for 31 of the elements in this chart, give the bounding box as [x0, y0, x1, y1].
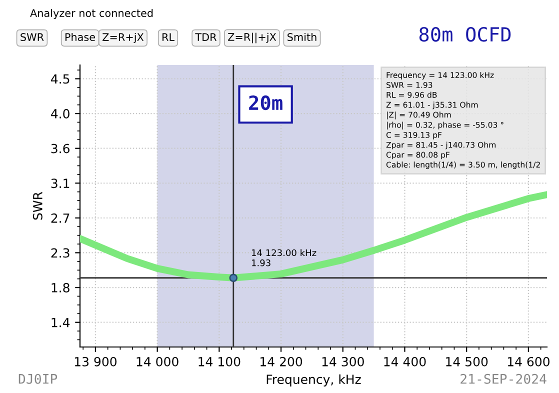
- band-label: 20m: [249, 95, 282, 110]
- text: Z=R||+jX: [228, 32, 276, 44]
- text: Analyzer not connected: [30, 8, 153, 20]
- y-tick-label: 1.8: [52, 283, 70, 292]
- text: SWR: [20, 33, 44, 42]
- annotation: 14 123.00 kHz 1.93: [252, 249, 316, 266]
- y-tick-label: 4.5: [51, 74, 70, 84]
- y-axis-title: SWR: [32, 192, 42, 220]
- x-tick-label: 14 100: [198, 356, 240, 366]
- x-tick-label: 13 900: [74, 356, 116, 366]
- text: 21-SEP-2024: [460, 374, 546, 384]
- text: DJ0IP: [18, 374, 58, 384]
- text: TDR: [195, 33, 217, 41]
- y-tick-label: 2.3: [51, 248, 70, 258]
- x-axis-title: Frequency, kHz: [266, 374, 361, 386]
- y-tick-label: 4.0: [51, 109, 70, 118]
- x-tick-label: 14 000: [136, 356, 178, 366]
- text: Phase: [65, 32, 95, 42]
- x-tick-label: 14 400: [384, 356, 426, 366]
- y-tick-label: 2.7: [51, 213, 70, 223]
- chart-title: 80m OCFD: [419, 26, 511, 42]
- text: Z=R+jX: [102, 32, 144, 44]
- y-tick-label: 3.6: [51, 144, 70, 154]
- x-tick-label: 14 300: [322, 356, 364, 366]
- text: Smith: [288, 32, 316, 42]
- text: RL: [162, 33, 174, 41]
- x-tick-label: 14 200: [260, 356, 302, 366]
- y-tick-label: 1.4: [52, 318, 70, 328]
- y-tick-label: 3.1: [51, 178, 70, 188]
- x-tick-label: 14 600: [508, 356, 550, 366]
- x-tick-label: 14 500: [446, 356, 488, 366]
